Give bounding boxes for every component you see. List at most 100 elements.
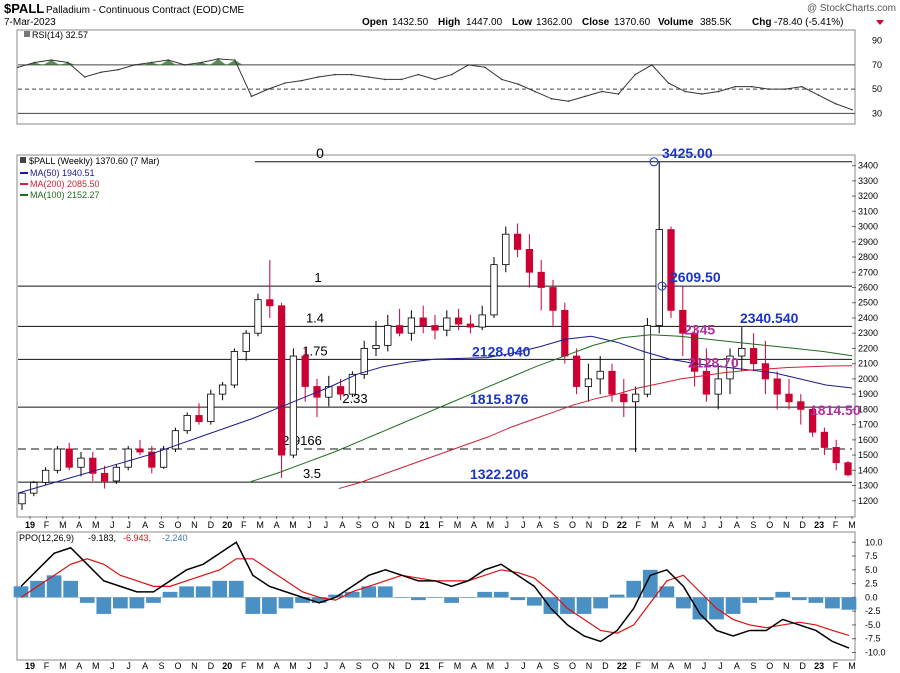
price-y-label: 1500 xyxy=(858,450,878,460)
ppo-histogram-bar xyxy=(758,597,774,601)
ppo-x-label: M xyxy=(59,661,67,671)
price-x-label: F xyxy=(438,520,444,530)
rsi-point xyxy=(133,64,136,66)
price-y-label: 3000 xyxy=(858,222,878,232)
down-arrow-icon xyxy=(876,20,884,25)
ppo-x-label: N xyxy=(783,661,790,671)
candle-body xyxy=(502,233,510,266)
ppo-histogram-bar xyxy=(444,597,459,603)
ppo-x-label: M xyxy=(651,661,659,671)
price-x-label: J xyxy=(718,520,723,530)
blue-annotation: 1322.206 xyxy=(470,466,529,482)
candle-body xyxy=(443,317,451,331)
rsi-point xyxy=(517,83,520,86)
price-x-label: A xyxy=(339,520,345,530)
ppo-x-label: M xyxy=(684,661,692,671)
ppo-y-label: 5.0 xyxy=(865,565,878,575)
price-x-label: O xyxy=(569,520,576,530)
price-x-label: F xyxy=(833,520,839,530)
rsi-point xyxy=(67,61,69,64)
low-label: Low xyxy=(512,17,532,28)
ppo-x-label: O xyxy=(174,661,181,671)
price-y-label: 3200 xyxy=(858,191,878,201)
candle-body xyxy=(301,355,309,387)
rsi-line xyxy=(17,58,853,111)
candle-body xyxy=(277,305,286,456)
rsi-point xyxy=(217,58,219,60)
magenta-annotation: 1814.50 xyxy=(810,402,861,418)
magenta-annotation: 2345 xyxy=(684,321,715,337)
candle-body xyxy=(525,249,534,273)
ppo-x-label: M xyxy=(848,661,856,671)
ppo-histogram-bar xyxy=(113,597,128,609)
price-x-label: M xyxy=(454,520,462,530)
candle-body xyxy=(702,370,711,395)
ohlc-summary: Open 1432.50 High 1447.00 Low 1362.00 Cl… xyxy=(362,17,884,28)
rsi-point xyxy=(300,79,303,82)
ma200-legend: MA(200) 2085.50 xyxy=(30,179,100,189)
instrument-name: Palladium - Continuous Contract (EOD) xyxy=(46,5,221,16)
candle-body xyxy=(395,325,404,334)
rsi-legend-text: RSI(14) 32.57 xyxy=(32,30,88,40)
rsi-point xyxy=(717,90,720,93)
price-x-label: J xyxy=(702,520,707,530)
ppo-x-label: S xyxy=(553,661,559,671)
ppo-x-label: J xyxy=(718,661,723,671)
candle-body xyxy=(631,393,640,403)
rsi-point xyxy=(734,85,737,88)
ppo-x-label: 20 xyxy=(222,661,232,671)
rsi-point xyxy=(400,78,403,81)
ppo-histogram-bar xyxy=(692,597,708,620)
ppo-x-label: O xyxy=(372,661,379,671)
chg-label: Chg xyxy=(752,17,771,28)
ppo-x-label: A xyxy=(537,661,543,671)
rsi-point xyxy=(434,78,436,81)
candle-body xyxy=(478,314,486,328)
ppo-histogram-bar xyxy=(593,597,608,609)
candle-body xyxy=(596,370,604,380)
ppo-y-label: 2.5 xyxy=(865,579,878,589)
close-label: Close xyxy=(582,17,610,28)
ppo-y-label: -5.0 xyxy=(865,620,881,630)
rsi-point xyxy=(701,93,703,95)
price-x-label: O xyxy=(174,520,181,530)
ppo-x-label: J xyxy=(505,661,510,671)
candle-body xyxy=(679,309,687,334)
candle-body xyxy=(572,355,581,387)
ppo-histogram-bar xyxy=(825,597,840,609)
candle-body xyxy=(808,408,817,433)
rsi-point xyxy=(500,78,503,81)
candle-body xyxy=(643,325,652,395)
ppo-x-label: A xyxy=(142,661,148,671)
price-legend-text: $PALL (Weekly) 1370.60 (7 Mar) xyxy=(29,156,159,166)
candle-body xyxy=(490,264,498,316)
ma100-legend: MA(100) 2152.27 xyxy=(30,190,100,200)
watermark: @ StockCharts.com xyxy=(807,3,896,14)
open-label: Open xyxy=(362,17,388,28)
rsi-point xyxy=(317,76,320,78)
blue-annotation: 2609.50 xyxy=(670,269,721,285)
ppo-x-label: J xyxy=(110,661,115,671)
price-x-label: 23 xyxy=(814,520,824,530)
ppo-x-label: N xyxy=(586,661,593,671)
rsi-point xyxy=(834,102,837,105)
candle-body xyxy=(230,351,239,386)
rsi-tick-label: 50 xyxy=(872,84,882,94)
candle-body xyxy=(148,451,156,468)
ppo-histogram-bar xyxy=(377,586,393,598)
ppo-x-label: A xyxy=(471,661,477,671)
price-y-label: 3100 xyxy=(858,206,878,216)
price-x-label: S xyxy=(159,520,165,530)
rsi-point xyxy=(484,66,486,69)
ppo-histogram-bar xyxy=(129,597,145,609)
ppo-histogram-bar xyxy=(626,580,642,598)
candle-body xyxy=(183,415,191,432)
rsi-legend: RSI(14) 32.57 xyxy=(24,30,88,40)
ppo-histogram-bar xyxy=(460,597,476,598)
rsi-point xyxy=(534,90,536,93)
price-y-label: 2600 xyxy=(858,282,878,292)
price-x-label: S xyxy=(750,520,756,530)
rsi-point xyxy=(417,73,420,76)
candle-body xyxy=(207,393,215,422)
ppo-histogram-bar xyxy=(560,597,575,614)
